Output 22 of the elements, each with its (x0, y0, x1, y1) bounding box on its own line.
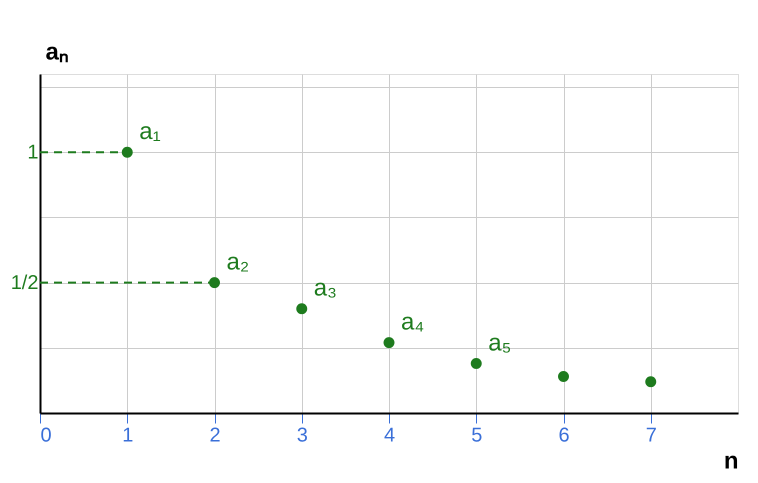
x-tick-label: 3 (296, 424, 308, 446)
x-tick-label: 6 (558, 424, 570, 446)
x-tick-label: 4 (384, 424, 396, 446)
x-tick-label: 7 (646, 424, 657, 446)
y-axis-title: aₙ (46, 38, 69, 66)
x-tick-label: 5 (471, 424, 482, 446)
point (470, 358, 482, 369)
annotation: a₄ (401, 308, 424, 336)
annotation: a₁ (139, 118, 161, 146)
annotation: a₃ (314, 274, 337, 302)
x-tick-label: 1 (122, 424, 134, 446)
point (384, 337, 394, 348)
x-tick-label: 0 (40, 424, 52, 446)
point (558, 371, 569, 382)
y-tick-label: 1/2 (10, 272, 38, 294)
x-tick-label: 2 (209, 424, 221, 446)
x-axis-title: n (724, 448, 738, 474)
annotation: a₅ (488, 329, 512, 356)
point (296, 303, 308, 314)
point (645, 376, 656, 388)
annotation: a₂ (226, 248, 250, 276)
point (122, 146, 133, 158)
